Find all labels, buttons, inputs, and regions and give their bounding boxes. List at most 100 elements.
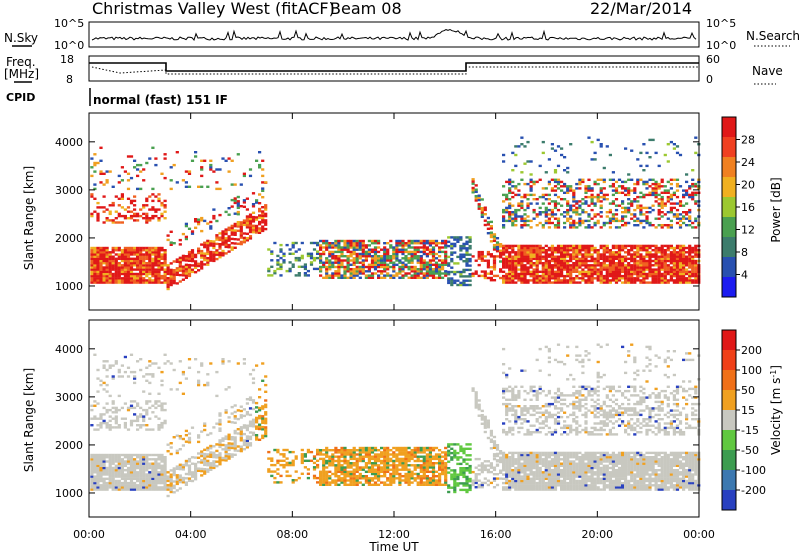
- echo-cell: [633, 244, 637, 248]
- echo-cell: [431, 259, 436, 262]
- echo-cell: [148, 257, 152, 260]
- echo-cell: [123, 266, 127, 269]
- echo-cell: [608, 264, 612, 267]
- echo-cell: [389, 259, 393, 262]
- echo-cell: [465, 251, 469, 254]
- echo-cell: [636, 206, 640, 210]
- echo-cell: [413, 242, 417, 245]
- echo-cell: [575, 277, 579, 280]
- echo-cell: [468, 247, 472, 250]
- echo-cell: [352, 239, 356, 243]
- echo-cell: [126, 197, 131, 200]
- echo-cell: [242, 408, 246, 411]
- echo-cell: [160, 379, 164, 382]
- echo-cell: [148, 264, 152, 267]
- echo-cell: [270, 474, 274, 478]
- echo-cell: [181, 256, 185, 260]
- echo-cell: [511, 270, 515, 273]
- echo-cell: [126, 477, 131, 480]
- echo-cell: [172, 467, 176, 470]
- echo-cell: [669, 257, 673, 260]
- echo-cell: [129, 201, 134, 205]
- echo-cell: [364, 481, 368, 484]
- echo-cell: [133, 484, 137, 487]
- echo-cell: [96, 249, 100, 252]
- echo-cell: [175, 269, 179, 272]
- echo-cell: [236, 417, 240, 421]
- echo-cell: [563, 257, 567, 260]
- echo-cell: [563, 246, 567, 250]
- echo-cell: [660, 226, 664, 229]
- echo-cell: [328, 481, 332, 484]
- echo-cell: [227, 442, 231, 445]
- echo-cell: [541, 266, 545, 269]
- echo-cell: [566, 202, 570, 205]
- echo-cell: [438, 242, 442, 245]
- echo-cell: [645, 219, 649, 223]
- echo-cell: [319, 475, 323, 478]
- echo-cell: [93, 266, 97, 269]
- echo-cell: [227, 446, 231, 449]
- echo-cell: [129, 214, 134, 218]
- echo-cell: [163, 473, 167, 476]
- echo-cell: [621, 185, 625, 188]
- echo-cell: [550, 143, 554, 146]
- echo-cell: [261, 218, 265, 222]
- echo-cell: [117, 204, 121, 207]
- echo-cell: [389, 255, 393, 258]
- echo-cell: [675, 246, 680, 250]
- echo-cell: [148, 255, 152, 258]
- echo-cell: [166, 285, 170, 289]
- echo-cell: [322, 475, 326, 478]
- echo-cell: [215, 257, 219, 261]
- echo-cell: [245, 217, 249, 220]
- echo-cell: [129, 272, 134, 276]
- echo-cell: [312, 474, 317, 478]
- echo-cell: [511, 249, 515, 252]
- echo-cell: [157, 257, 161, 260]
- echo-cell: [157, 281, 161, 284]
- echo-cell: [236, 204, 240, 207]
- echo-cell: [322, 481, 326, 484]
- echo-cell: [160, 469, 164, 472]
- echo-cell: [102, 460, 106, 463]
- echo-cell: [242, 426, 246, 429]
- echo-cell: [511, 204, 515, 207]
- echo-cell: [178, 435, 182, 438]
- echo-cell: [593, 202, 597, 205]
- echo-cell: [611, 277, 615, 280]
- echo-cell: [599, 274, 603, 278]
- echo-cell: [544, 272, 548, 276]
- echo-cell: [660, 255, 664, 258]
- echo-cell: [410, 257, 414, 260]
- echo-cell: [462, 242, 466, 246]
- echo-cell: [194, 262, 198, 265]
- echo-cell: [236, 213, 240, 216]
- echo-cell: [309, 254, 314, 258]
- echo-cell: [404, 244, 408, 247]
- echo-cell: [194, 465, 198, 468]
- echo-cell: [111, 466, 115, 470]
- echo-cell: [514, 281, 518, 284]
- echo-cell: [608, 268, 612, 271]
- echo-cell: [486, 223, 490, 226]
- echo-cell: [377, 276, 381, 279]
- echo-cell: [453, 273, 457, 276]
- echo-cell: [166, 264, 170, 267]
- echo-cell: [108, 257, 112, 260]
- echo-cell: [154, 464, 158, 467]
- echo-cell: [190, 251, 195, 254]
- echo-cell: [227, 360, 231, 363]
- echo-cell: [648, 206, 652, 210]
- echo-cell: [602, 264, 606, 267]
- echo-cell: [529, 253, 533, 256]
- echo-cell: [200, 219, 204, 222]
- echo-cell: [608, 262, 612, 265]
- echo-cell: [340, 449, 344, 452]
- echo-cell: [270, 470, 274, 473]
- echo-cell: [197, 247, 201, 250]
- echo-cell: [105, 208, 109, 211]
- echo-cell: [148, 259, 152, 263]
- echo-cell: [102, 172, 106, 175]
- echo-cell: [200, 467, 204, 471]
